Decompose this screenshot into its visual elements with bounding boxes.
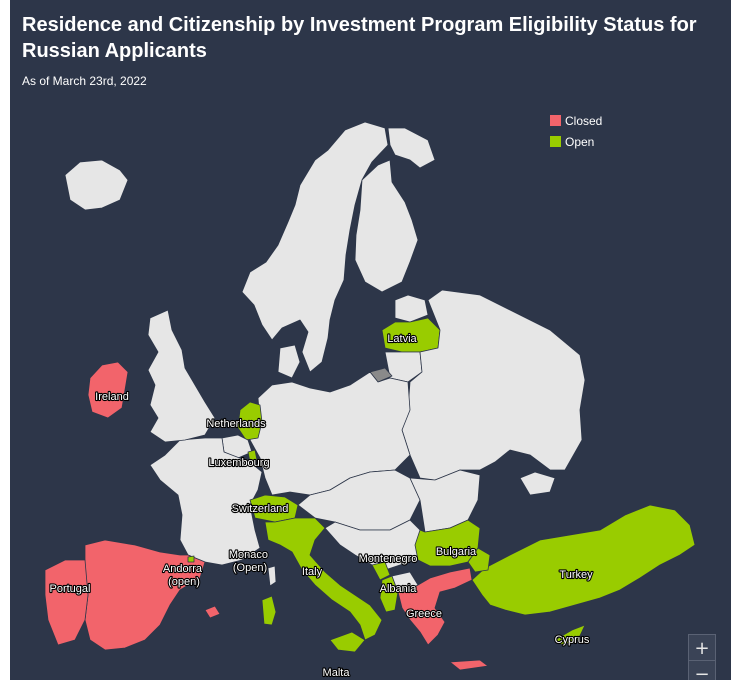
balearic-shape[interactable] <box>204 605 221 619</box>
denmark-shape[interactable] <box>277 344 301 379</box>
label-andorra: Andorra (open) <box>163 563 205 588</box>
legend-label-open: Open <box>565 134 595 149</box>
corsica-shape[interactable] <box>267 565 277 587</box>
kola-shape[interactable] <box>387 127 436 169</box>
legend-swatch-closed <box>550 115 561 126</box>
label-monaco-line1: Monaco <box>229 549 268 561</box>
zoom-in-button[interactable]: + <box>688 634 716 662</box>
label-latvia: Latvia <box>387 333 417 345</box>
label-andorra-line2: (open) <box>168 576 200 588</box>
turkey-shape[interactable] <box>471 504 696 616</box>
label-switzerland: Switzerland <box>232 503 289 515</box>
label-andorra-line1: Andorra <box>163 563 203 575</box>
label-bulgaria: Bulgaria <box>436 546 477 558</box>
estonia-shape[interactable] <box>394 294 429 323</box>
label-italy: Italy <box>302 566 323 578</box>
legend-label-closed: Closed <box>565 113 603 128</box>
label-ireland: Ireland <box>95 391 129 403</box>
crimea-shape[interactable] <box>519 471 556 496</box>
map-frame: Residence and Citizenship by Investment … <box>10 0 731 680</box>
cyprus-shape[interactable] <box>554 624 586 646</box>
iceland-shape[interactable] <box>64 159 129 211</box>
romania-shape[interactable] <box>409 469 481 533</box>
legend-item-closed[interactable]: Closed <box>550 110 602 131</box>
legend-item-open[interactable]: Open <box>550 131 602 152</box>
switzerland-shape[interactable] <box>249 494 299 523</box>
label-luxembourg: Luxembourg <box>208 457 269 469</box>
map-title: Residence and Citizenship by Investment … <box>22 14 697 62</box>
label-monaco: Monaco (Open) <box>229 549 271 574</box>
finland-shape[interactable] <box>354 159 419 293</box>
montenegro-shape[interactable] <box>371 561 391 581</box>
map-subtitle: As of March 23rd, 2022 <box>22 74 147 88</box>
great-britain-shape[interactable] <box>147 309 216 443</box>
turkey-thrace-shape[interactable] <box>467 547 491 573</box>
europe-map[interactable]: Latvia Ireland Netherlands Luxembourg Sw… <box>10 0 731 680</box>
scandinavia-shape[interactable] <box>241 121 389 373</box>
label-portugal: Portugal <box>50 583 91 595</box>
east-europe-shape[interactable] <box>401 289 586 481</box>
luxembourg-shape[interactable] <box>247 449 258 463</box>
crete-shape[interactable] <box>449 659 489 671</box>
label-montenegro: Montenegro <box>359 553 418 565</box>
andorra-shape[interactable] <box>187 555 195 563</box>
label-albania: Albania <box>380 583 418 595</box>
label-turkey: Turkey <box>559 569 593 581</box>
france-shape[interactable] <box>149 437 263 566</box>
legend: Closed Open <box>550 110 602 152</box>
label-netherlands: Netherlands <box>206 418 266 430</box>
legend-swatch-open <box>550 136 561 147</box>
sicily-shape[interactable] <box>329 631 366 653</box>
greece-shape[interactable] <box>397 567 473 646</box>
central-europe-shape[interactable] <box>249 371 411 496</box>
zoom-out-button[interactable]: − <box>688 660 716 680</box>
label-monaco-line2: (Open) <box>233 562 267 574</box>
netherlands-shape[interactable] <box>237 401 263 441</box>
label-malta: Malta <box>323 667 351 679</box>
portugal-shape[interactable] <box>44 559 89 646</box>
sardinia-shape[interactable] <box>261 595 277 626</box>
spain-shape[interactable] <box>84 539 206 651</box>
label-greece: Greece <box>406 608 442 620</box>
ireland-shape[interactable] <box>87 361 129 419</box>
label-cyprus: Cyprus <box>555 634 590 646</box>
italy-shape[interactable] <box>264 517 383 641</box>
